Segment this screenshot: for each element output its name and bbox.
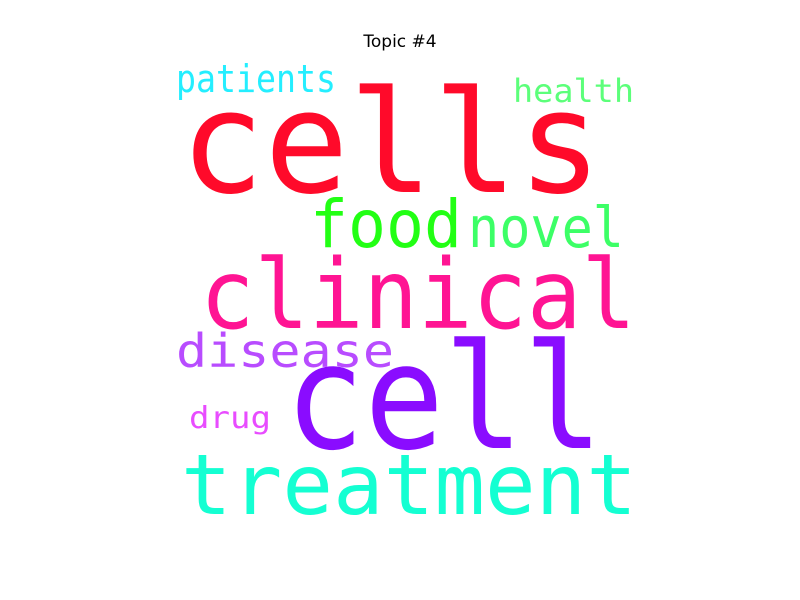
word-treatment: treatment — [181, 436, 637, 534]
word-disease: disease — [176, 324, 394, 378]
chart-title: Topic #4 — [363, 32, 437, 52]
word-cells: cells — [180, 61, 602, 226]
word-food: food — [310, 186, 462, 263]
word-drug: drug — [189, 401, 271, 436]
word-novel: novel — [468, 196, 624, 261]
word-cell: cell — [285, 313, 603, 483]
word-patients: patients — [176, 57, 336, 101]
word-clinical: clinical — [200, 239, 636, 351]
word-health: health — [513, 72, 634, 110]
